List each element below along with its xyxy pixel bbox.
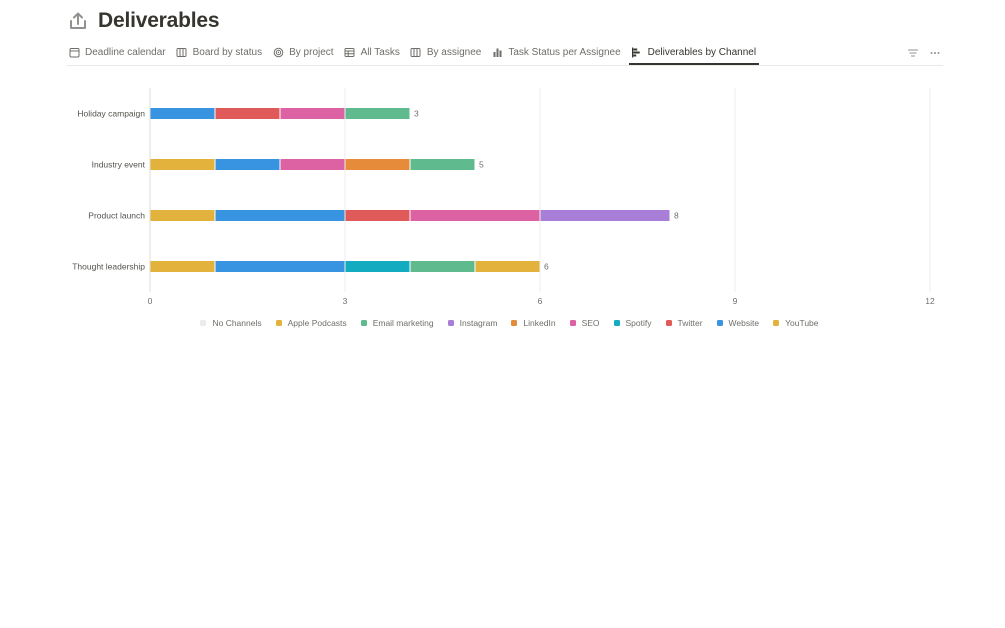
legend-label: No Channels: [212, 318, 262, 328]
legend-label: Apple Podcasts: [287, 318, 347, 328]
bar-segment-apple-podcasts[interactable]: [150, 261, 215, 272]
bar-segment-seo[interactable]: [410, 210, 540, 221]
page-header: Deliverables: [66, 6, 220, 36]
x-tick-label: 6: [538, 296, 543, 306]
bar-segment-email-marketing[interactable]: [345, 108, 410, 119]
chart-legend: No Channels Apple Podcasts Email marketing…: [0, 318, 1005, 328]
legend-swatch: [613, 320, 620, 326]
target-icon: [272, 47, 284, 59]
x-tick-label: 0: [148, 296, 153, 306]
filter-icon[interactable]: [905, 45, 921, 61]
legend-swatch: [511, 320, 518, 326]
legend-swatch: [360, 320, 367, 326]
legend-swatch: [200, 320, 207, 326]
tab-by-project[interactable]: By project: [270, 40, 336, 65]
bar-segment-email-marketing[interactable]: [410, 159, 475, 170]
legend-swatch: [275, 320, 282, 326]
tab-board-by-status[interactable]: Board by status: [174, 40, 265, 65]
legend-swatch: [716, 320, 723, 326]
tab-task-status-per-assignee[interactable]: Task Status per Assignee: [489, 40, 623, 65]
view-tabs: Deadline calendar Board by status By proje…: [66, 40, 943, 66]
category-label: Holiday campaign: [77, 109, 145, 119]
legend-item-email-marketing[interactable]: Email marketing: [360, 318, 434, 328]
tab-label: Deadline calendar: [85, 47, 166, 58]
bar-segment-seo[interactable]: [280, 159, 345, 170]
calendar-icon: [68, 47, 80, 59]
x-tick-label: 12: [925, 296, 935, 306]
horizontal-bar-chart-icon: [631, 46, 643, 58]
legend-swatch: [773, 320, 780, 326]
legend-item-spotify[interactable]: Spotify: [613, 318, 652, 328]
bar-total-label: 3: [414, 109, 419, 119]
bar-segment-email-marketing[interactable]: [410, 261, 475, 272]
bar-segment-website[interactable]: [150, 108, 215, 119]
board-icon: [410, 47, 422, 59]
legend-item-website[interactable]: Website: [716, 318, 760, 328]
legend-label: Website: [728, 318, 760, 328]
tab-by-assignee[interactable]: By assignee: [408, 40, 484, 65]
bar-segment-website[interactable]: [215, 261, 345, 272]
legend-label: Spotify: [625, 318, 652, 328]
legend-swatch: [569, 320, 576, 326]
legend-item-youtube[interactable]: YouTube: [773, 318, 819, 328]
tab-list: Deadline calendar Board by status By proje…: [66, 40, 943, 65]
tab-label: All Tasks: [360, 47, 400, 58]
bar-segment-twitter[interactable]: [345, 210, 410, 221]
x-tick-label: 9: [733, 296, 738, 306]
legend-label: Email marketing: [372, 318, 434, 328]
bar-segment-apple-podcasts[interactable]: [150, 159, 215, 170]
table-icon: [344, 47, 356, 59]
bar-segment-linkedin[interactable]: [345, 159, 410, 170]
legend-item-apple-podcasts[interactable]: Apple Podcasts: [275, 318, 347, 328]
tab-deadline-calendar[interactable]: Deadline calendar: [66, 40, 169, 65]
tab-label: By assignee: [426, 47, 482, 58]
category-label: Thought leadership: [72, 262, 145, 272]
legend-label: YouTube: [785, 318, 819, 328]
legend-item-linkedin[interactable]: LinkedIn: [511, 318, 556, 328]
legend-label: LinkedIn: [523, 318, 556, 328]
tab-all-tasks[interactable]: All Tasks: [342, 40, 403, 65]
bar-segment-instagram[interactable]: [540, 210, 670, 221]
category-label: Industry event: [92, 160, 146, 170]
bar-segment-youtube[interactable]: [475, 261, 540, 272]
legend-swatch: [665, 320, 672, 326]
legend-swatch: [447, 320, 454, 326]
legend-item-no-channels[interactable]: No Channels: [200, 318, 262, 328]
bar-segment-spotify[interactable]: [345, 261, 410, 272]
bar-segment-seo[interactable]: [280, 108, 345, 119]
tab-label: Deliverables by Channel: [647, 46, 757, 58]
page-title: Deliverables: [98, 9, 220, 32]
category-label: Product launch: [88, 211, 145, 221]
tab-deliverables-by-channel[interactable]: Deliverables by Channel: [628, 40, 760, 65]
bar-segment-website[interactable]: [215, 159, 280, 170]
legend-item-seo[interactable]: SEO: [569, 318, 600, 328]
stacked-bar-chart: 0 3 6 9 12 Holiday campaign 3 Industry event 5 Pr…: [72, 88, 935, 306]
bar-total-label: 5: [479, 160, 484, 170]
legend-label: Instagram: [459, 318, 498, 328]
tab-label: Task Status per Assignee: [508, 47, 621, 58]
legend-label: Twitter: [677, 318, 703, 328]
bar-segment-apple-podcasts[interactable]: [150, 210, 215, 221]
legend-item-twitter[interactable]: Twitter: [665, 318, 703, 328]
bar-chart-icon: [491, 47, 503, 59]
upload-icon[interactable]: [66, 9, 90, 33]
bar-segment-twitter[interactable]: [215, 108, 280, 119]
board-icon: [176, 47, 188, 59]
legend-label: SEO: [581, 318, 600, 328]
bar-segment-website[interactable]: [215, 210, 345, 221]
bar-total-label: 6: [544, 262, 549, 272]
more-icon[interactable]: [927, 45, 943, 61]
tab-label: Board by status: [192, 47, 263, 58]
view-actions: [899, 40, 943, 65]
legend-item-instagram[interactable]: Instagram: [447, 318, 498, 328]
tab-label: By project: [289, 47, 334, 58]
x-tick-label: 3: [343, 296, 348, 306]
bar-total-label: 8: [674, 211, 679, 221]
